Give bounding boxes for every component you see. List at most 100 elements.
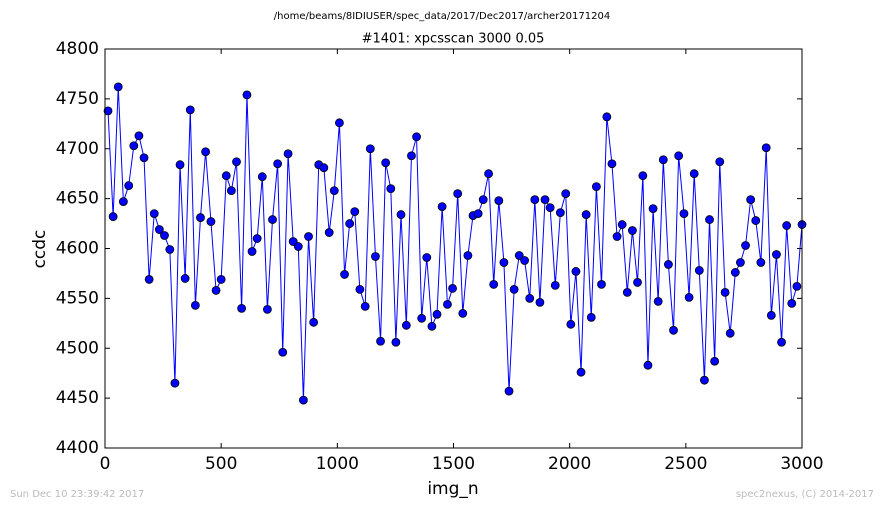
data-point: [293, 242, 303, 251]
data-point: [561, 189, 571, 199]
data-point: [360, 301, 370, 311]
x-tick-label: 2000: [548, 454, 591, 474]
y-tick-label: 4400: [56, 438, 99, 458]
data-point: [139, 153, 149, 163]
data-point: [463, 251, 473, 260]
data-point: [381, 158, 391, 168]
data-point: [694, 266, 704, 275]
data-point: [453, 189, 463, 199]
data-point: [602, 112, 612, 122]
data-point: [494, 196, 504, 206]
data-point: [478, 195, 488, 205]
data-point: [525, 293, 535, 303]
data-point: [648, 204, 658, 214]
y-tick-label: 4600: [56, 239, 99, 259]
data-point: [746, 195, 756, 205]
data-point: [684, 292, 694, 302]
data-point: [103, 106, 113, 116]
data-point: [108, 212, 118, 221]
data-point: [129, 141, 139, 151]
data-point: [782, 221, 792, 230]
data-point: [401, 320, 411, 330]
data-point: [540, 195, 550, 205]
data-point: [653, 296, 663, 306]
data-point: [530, 195, 540, 205]
data-line: [107, 86, 803, 401]
data-point: [216, 275, 226, 284]
y-tick-label: 4800: [56, 39, 99, 59]
data-point: [134, 131, 144, 141]
data-point: [504, 386, 514, 396]
data-point: [324, 228, 334, 237]
data-point: [154, 225, 164, 234]
data-point: [627, 226, 637, 235]
data-point: [571, 267, 581, 276]
x-tick-label: 1000: [316, 454, 359, 474]
data-point: [638, 171, 648, 181]
data-point: [612, 232, 622, 241]
data-point: [473, 209, 483, 218]
data-point: [777, 337, 786, 347]
data-point: [427, 321, 437, 331]
data-point: [144, 275, 154, 284]
data-point: [247, 247, 257, 256]
data-point: [689, 169, 699, 179]
data-point: [705, 215, 714, 224]
data-point: [299, 395, 308, 405]
data-point: [417, 313, 427, 323]
y-tick-label: 4750: [56, 89, 99, 109]
data-point: [535, 297, 545, 307]
data-point: [283, 149, 293, 159]
data-point: [751, 216, 761, 225]
data-point: [165, 245, 175, 254]
x-tick-label: 0: [100, 454, 111, 474]
data-point: [545, 203, 555, 213]
data-point: [242, 90, 252, 100]
data-point: [586, 312, 596, 322]
data-point: [555, 208, 565, 217]
data-point: [484, 169, 493, 179]
data-point: [422, 253, 432, 262]
data-point: [458, 308, 468, 318]
data-point: [190, 300, 200, 310]
data-point: [787, 298, 797, 308]
data-point: [376, 336, 385, 346]
data-point: [329, 186, 339, 196]
data-point: [437, 202, 447, 212]
data-point: [499, 258, 509, 267]
data-point: [591, 182, 601, 192]
data-point: [196, 213, 205, 222]
data-point: [221, 171, 231, 181]
y-tick-label: 4650: [56, 189, 99, 209]
data-point: [350, 207, 360, 216]
data-point: [448, 283, 457, 293]
data-point: [206, 217, 216, 226]
data-point: [160, 231, 169, 240]
data-point: [386, 184, 396, 194]
data-point: [443, 299, 452, 309]
y-tick-label: 4550: [56, 288, 99, 308]
data-point: [432, 309, 442, 319]
data-point: [679, 209, 689, 218]
data-point: [669, 325, 678, 335]
data-point: [514, 251, 524, 260]
data-point: [617, 220, 627, 229]
data-point: [180, 274, 190, 283]
data-point: [664, 260, 673, 269]
data-point: [252, 234, 262, 243]
data-point: [278, 347, 288, 357]
data-point: [407, 151, 416, 161]
data-point: [509, 284, 519, 294]
suptitle: /home/beams/8IDIUSER/spec_data/2017/Dec2…: [274, 11, 610, 22]
data-point: [720, 287, 730, 297]
data-point: [232, 157, 241, 167]
data-point: [576, 367, 586, 377]
data-point: [643, 360, 653, 370]
data-point: [340, 270, 349, 279]
data-point: [597, 280, 606, 289]
data-point: [550, 281, 560, 290]
data-point: [700, 375, 709, 385]
x-tick-label: 3000: [780, 454, 823, 474]
